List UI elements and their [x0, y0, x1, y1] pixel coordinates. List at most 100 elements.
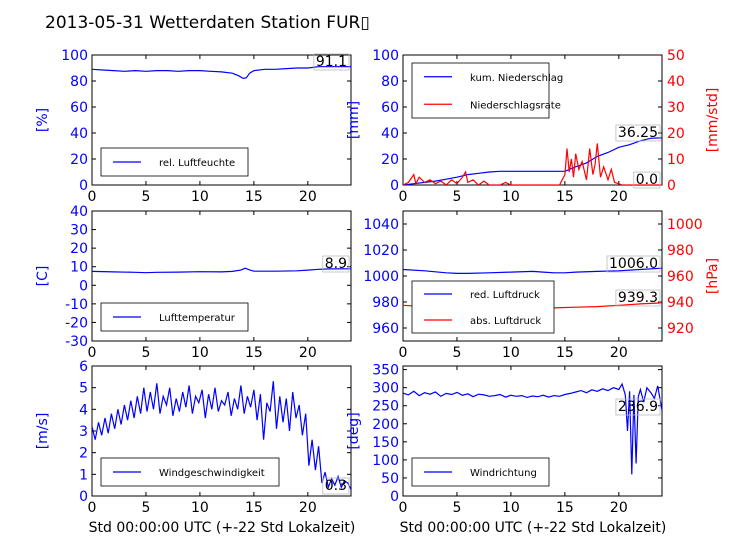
y-tick-label: 10	[70, 260, 88, 276]
y-tick-label: 0	[79, 489, 88, 505]
x-tick-label: 15	[245, 189, 263, 205]
x-axis-caption-left: Std 00:00:00 UTC (+-22 Std Lokalzeit)	[89, 520, 356, 536]
last-value-label: 91.1	[316, 54, 347, 70]
y-tick-label: 960	[372, 321, 399, 337]
legend: kum. Niederschlag Niederschlagsrate	[411, 62, 563, 119]
y-tick-label: -20	[65, 315, 88, 331]
legend-box	[100, 457, 280, 487]
x-tick-label: 5	[141, 345, 150, 361]
legend: rel. Luftfeuchte	[100, 147, 249, 177]
x-tick-label: 20	[299, 345, 317, 361]
x-tick-label: 5	[141, 189, 150, 205]
legend: Windgeschwindigkeit	[100, 457, 280, 487]
x-tick-label: 5	[141, 500, 150, 516]
y2-tick-label: 50	[667, 48, 685, 64]
x-tick-label: 5	[452, 189, 461, 205]
x-tick-label: 10	[502, 189, 520, 205]
y-tick-label: 980	[372, 295, 399, 311]
panel-wind_speed: 0 5 10 15 20 0 1 2 3 4 5 6 [m/s] Windgeschwindigkeit 0…	[35, 359, 352, 516]
y-tick-label: 1	[79, 467, 88, 483]
y2-tick-label: 1000	[667, 217, 703, 233]
series-line-windgeschwindigkeit	[92, 381, 351, 490]
last-value-label: 0.3	[325, 478, 347, 494]
y2-tick-label: 10	[667, 152, 685, 168]
panel-humidity: 0 5 10 15 20 0 20 40 60 80 100 [%] rel. Luftfeuchte 9…	[35, 48, 352, 205]
y-tick-label: 100	[61, 48, 88, 64]
y-tick-label: 0	[390, 178, 399, 194]
x-tick-label: 0	[399, 345, 408, 361]
y-tick-label: 80	[70, 74, 88, 90]
y-tick-label: 60	[381, 100, 399, 116]
plot-frame	[91, 54, 352, 186]
x-axis-caption-right: Std 00:00:00 UTC (+-22 Std Lokalzeit)	[400, 520, 667, 536]
legend-label: Niederschlagsrate	[470, 100, 561, 111]
series-line-kum-niederschlag	[403, 137, 662, 185]
y2-tick-label: 30	[667, 100, 685, 116]
y-tick-label: 0	[79, 178, 88, 194]
y2-tick-label: 960	[667, 269, 694, 285]
y-tick-label: 40	[70, 204, 88, 220]
y-tick-label: 20	[381, 152, 399, 168]
y-tick-label: 150	[372, 435, 399, 451]
x-tick-label: 15	[556, 189, 574, 205]
last-value-box	[615, 398, 661, 416]
y-tick-label: 20	[70, 152, 88, 168]
y-tick-label: 5	[79, 381, 88, 397]
x-tick-label: 20	[610, 345, 628, 361]
legend-box	[411, 62, 550, 119]
y-tick-label: 300	[372, 381, 399, 397]
last-value-box	[322, 255, 350, 273]
y-tick-label: 60	[70, 100, 88, 116]
y-tick-label: 2	[79, 446, 88, 462]
x-tick-label: 10	[502, 500, 520, 516]
y2-tick-label: 920	[667, 321, 694, 337]
series-line-windrichtung	[403, 382, 662, 475]
last-value-label: 36.25	[618, 125, 658, 141]
y-tick-label: 1040	[363, 217, 399, 233]
x-tick-label: 0	[399, 189, 408, 205]
x-tick-label: 15	[245, 500, 263, 516]
x-tick-label: 10	[502, 345, 520, 361]
y-tick-label: 80	[381, 74, 399, 90]
series-line-red-luftdruck	[403, 267, 662, 274]
y-tick-label: 30	[70, 223, 88, 239]
panel-pressure: 0 5 10 15 20 960 980 1000 1020 1040 920 940 960 980 10…	[363, 210, 721, 361]
x-tick-label: 5	[452, 500, 461, 516]
y-tick-label: 200	[372, 417, 399, 433]
y-tick-label: 50	[381, 471, 399, 487]
y2-tick-label: 0	[667, 178, 676, 194]
y-tick-label: 350	[372, 363, 399, 379]
y-tick-label: 20	[70, 241, 88, 257]
x-tick-label: 20	[610, 500, 628, 516]
last-value-box	[633, 171, 661, 189]
legend-label: rel. Luftfeuchte	[159, 158, 235, 169]
last-value-box	[606, 255, 661, 273]
panel-precipitation: 0 5 10 15 20 0 20 40 60 80 100 0 10 20 30 40 50 [mm] [mm/s…	[346, 48, 721, 205]
legend-box	[411, 280, 555, 334]
y-tick-label: 250	[372, 399, 399, 415]
series-line-rel-luftfeuchte	[92, 66, 351, 80]
x-tick-label: 0	[88, 345, 97, 361]
x-tick-label: 0	[399, 500, 408, 516]
last-value-box	[313, 53, 350, 71]
x-tick-label: 10	[191, 189, 209, 205]
last-value-label: 8.9	[325, 256, 347, 272]
x-tick-label: 5	[452, 345, 461, 361]
x-tick-label: 10	[191, 500, 209, 516]
y-tick-label: 100	[372, 453, 399, 469]
last-value-label: 236.9	[618, 399, 658, 415]
y-tick-label: 40	[381, 126, 399, 142]
y-tick-label: 4	[79, 402, 88, 418]
legend-label: Lufttemperatur	[159, 313, 236, 324]
plot-frame	[402, 365, 663, 497]
x-tick-label: 20	[610, 189, 628, 205]
x-tick-label: 0	[88, 189, 97, 205]
panel-wind_direction: 0 5 10 15 20050100150200250300350[deg]Windri…	[346, 363, 663, 516]
x-tick-label: 20	[299, 189, 317, 205]
y2-tick-label: 940	[667, 295, 694, 311]
x-tick-label: 15	[245, 345, 263, 361]
last-value-box	[615, 124, 661, 142]
y-tick-label: 1000	[363, 269, 399, 285]
y2-tick-label: 40	[667, 74, 685, 90]
